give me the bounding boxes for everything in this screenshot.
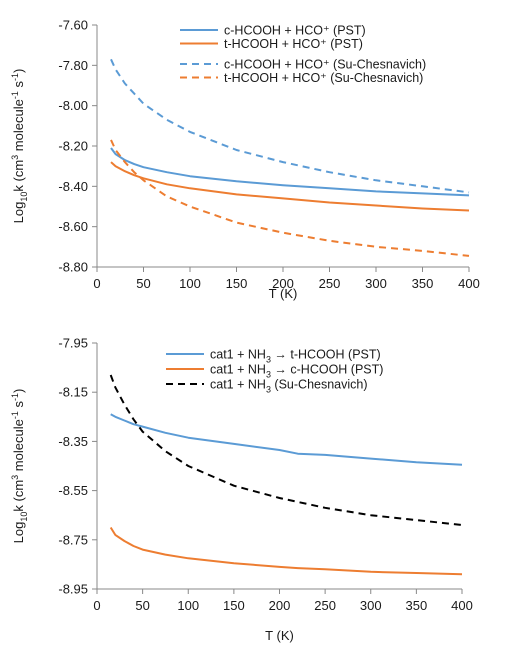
series-line-2 xyxy=(110,161,470,212)
y-tick-label: -7.60 xyxy=(58,18,88,33)
x-tick-label: 0 xyxy=(93,598,100,613)
x-tick-label: 350 xyxy=(406,598,428,613)
series-line-1 xyxy=(110,413,463,466)
legend-label: t-HCOOH + HCO⁺ (PST) xyxy=(224,37,363,51)
legend-label: cat1 + NH3 → c-HCOOH (PST) xyxy=(210,363,383,380)
y-tick-label: -7.80 xyxy=(58,58,88,73)
y-tick-label: -7.95 xyxy=(58,336,88,351)
legend-label: c-HCOOH + HCO⁺ (Su-Chesnavich) xyxy=(224,58,426,72)
x-tick-label: 150 xyxy=(223,598,245,613)
series-line-4 xyxy=(110,139,470,257)
legend-label: c-HCOOH + HCO⁺ (PST) xyxy=(224,24,366,38)
legend: cat1 + NH3 → t-HCOOH (PST)cat1 + NH3 → c… xyxy=(166,348,383,395)
y-tick-label: -8.35 xyxy=(58,434,88,449)
x-tick-label: 250 xyxy=(319,276,341,291)
series-line-3 xyxy=(110,58,470,194)
x-tick-label: 200 xyxy=(272,276,294,291)
legend-label: cat1 + NH3 (Su-Chesnavich) xyxy=(210,378,368,395)
y-axis-title: Log10k (cm3 molecule-1 s-1) xyxy=(10,69,29,224)
legend-label: t-HCOOH + HCO⁺ (Su-Chesnavich) xyxy=(224,71,423,85)
x-tick-label: 300 xyxy=(360,598,382,613)
series-line-3 xyxy=(109,374,463,526)
chart-1: -7.60 -7.80 -8.00 -8.20 -8.40 -8.60 -8.80 0 50 10… xyxy=(10,18,480,302)
y-tick-label: -8.75 xyxy=(58,532,88,547)
y-tick-label: -8.40 xyxy=(58,179,88,194)
x-tick-label: 350 xyxy=(412,276,434,291)
x-tick-label: 0 xyxy=(93,276,100,291)
x-tick-label: 400 xyxy=(458,276,480,291)
x-tick-label: 50 xyxy=(135,598,149,613)
x-tick-label: 200 xyxy=(269,598,291,613)
x-tick-label: 300 xyxy=(365,276,387,291)
x-tick-label: 50 xyxy=(136,276,150,291)
legend: c-HCOOH + HCO⁺ (PST)t-HCOOH + HCO⁺ (PST)… xyxy=(180,24,426,85)
x-tick-label: 100 xyxy=(179,276,201,291)
y-tick-label: -8.00 xyxy=(58,98,88,113)
chart-2: -7.95 -8.15 -8.35 -8.55 -8.75 -8.95 0 50 100 150 2… xyxy=(10,336,473,644)
y-tick-label: -8.95 xyxy=(58,582,88,597)
x-tick-label: 400 xyxy=(451,598,473,613)
y-tick-label: -8.15 xyxy=(58,385,88,400)
x-tick-label: 150 xyxy=(226,276,248,291)
x-tick-label: 100 xyxy=(177,598,199,613)
y-tick-label: -8.55 xyxy=(58,483,88,498)
legend-label: cat1 + NH3 → t-HCOOH (PST) xyxy=(210,348,381,365)
y-tick-label: -8.60 xyxy=(58,219,88,234)
y-tick-label: -8.20 xyxy=(58,139,88,154)
series-line-1 xyxy=(110,147,470,197)
x-tick-label: 250 xyxy=(314,598,336,613)
x-axis-title: T (K) xyxy=(265,628,294,643)
y-tick-label: -8.80 xyxy=(58,260,88,275)
series-line-2 xyxy=(109,526,463,576)
x-axis-title: T (K) xyxy=(269,286,298,301)
y-axis-title: Log10k (cm3 molecule-1 s-1) xyxy=(10,389,29,544)
